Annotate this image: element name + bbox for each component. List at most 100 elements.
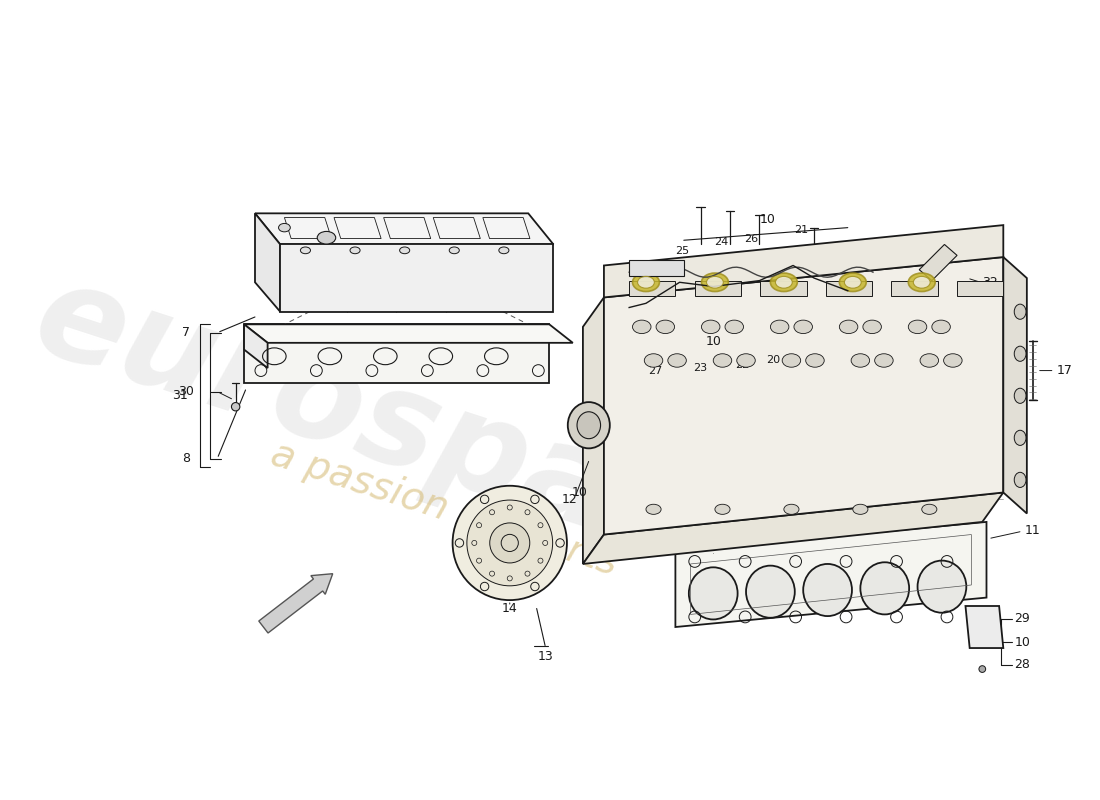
Ellipse shape xyxy=(317,231,336,244)
Ellipse shape xyxy=(874,354,893,367)
Ellipse shape xyxy=(1014,388,1026,403)
Ellipse shape xyxy=(399,247,409,254)
Ellipse shape xyxy=(632,273,659,291)
Ellipse shape xyxy=(350,247,360,254)
Polygon shape xyxy=(826,281,872,296)
Text: 31: 31 xyxy=(172,390,188,402)
Circle shape xyxy=(466,500,552,586)
Ellipse shape xyxy=(702,273,728,291)
Text: 32: 32 xyxy=(982,276,998,289)
Ellipse shape xyxy=(839,320,858,334)
Polygon shape xyxy=(255,214,280,312)
Ellipse shape xyxy=(860,562,909,614)
Ellipse shape xyxy=(852,504,868,514)
Ellipse shape xyxy=(920,354,938,367)
Polygon shape xyxy=(957,281,1003,296)
Ellipse shape xyxy=(770,273,798,291)
Ellipse shape xyxy=(1014,346,1026,362)
Polygon shape xyxy=(629,259,684,277)
Text: 20: 20 xyxy=(767,354,781,365)
Ellipse shape xyxy=(668,354,686,367)
Ellipse shape xyxy=(578,412,601,438)
Ellipse shape xyxy=(909,273,935,291)
Ellipse shape xyxy=(706,277,724,288)
Ellipse shape xyxy=(713,354,732,367)
Polygon shape xyxy=(675,522,987,627)
Polygon shape xyxy=(244,324,549,383)
Ellipse shape xyxy=(803,564,852,616)
Text: 23: 23 xyxy=(694,363,707,373)
FancyArrow shape xyxy=(258,574,332,633)
Ellipse shape xyxy=(725,320,744,334)
Text: 25: 25 xyxy=(675,246,690,256)
Ellipse shape xyxy=(932,320,950,334)
Polygon shape xyxy=(920,245,957,281)
Polygon shape xyxy=(629,281,675,296)
Ellipse shape xyxy=(845,277,861,288)
Circle shape xyxy=(452,486,566,600)
Ellipse shape xyxy=(656,320,674,334)
Text: a passion for parts: a passion for parts xyxy=(266,435,623,583)
Circle shape xyxy=(231,402,240,411)
Ellipse shape xyxy=(689,567,738,619)
Polygon shape xyxy=(244,324,573,343)
Ellipse shape xyxy=(776,277,792,288)
Ellipse shape xyxy=(702,320,721,334)
Polygon shape xyxy=(583,493,1003,564)
Text: 10: 10 xyxy=(1014,636,1030,649)
Ellipse shape xyxy=(632,320,651,334)
Text: 22: 22 xyxy=(736,360,750,370)
Ellipse shape xyxy=(770,320,789,334)
Ellipse shape xyxy=(498,247,509,254)
Ellipse shape xyxy=(909,320,927,334)
Ellipse shape xyxy=(300,247,310,254)
Polygon shape xyxy=(244,324,267,368)
Polygon shape xyxy=(760,281,806,296)
Ellipse shape xyxy=(278,223,290,232)
Ellipse shape xyxy=(715,504,730,514)
Polygon shape xyxy=(604,257,1003,534)
Ellipse shape xyxy=(784,504,799,514)
Polygon shape xyxy=(583,298,604,564)
Text: 28: 28 xyxy=(1014,658,1030,671)
Ellipse shape xyxy=(449,247,460,254)
Polygon shape xyxy=(891,281,937,296)
Ellipse shape xyxy=(638,277,654,288)
Ellipse shape xyxy=(944,354,962,367)
Text: eurospares: eurospares xyxy=(19,253,852,631)
Text: 24: 24 xyxy=(715,237,729,247)
Text: 7: 7 xyxy=(183,326,190,339)
Ellipse shape xyxy=(913,277,931,288)
Ellipse shape xyxy=(568,402,609,448)
Ellipse shape xyxy=(922,504,937,514)
Ellipse shape xyxy=(1014,430,1026,446)
Polygon shape xyxy=(966,606,1003,648)
Polygon shape xyxy=(604,225,1003,298)
Text: 30: 30 xyxy=(178,385,194,398)
Polygon shape xyxy=(280,245,553,312)
Ellipse shape xyxy=(851,354,870,367)
Ellipse shape xyxy=(805,354,824,367)
Text: 29: 29 xyxy=(1014,612,1030,625)
Text: 11: 11 xyxy=(1024,524,1041,537)
Ellipse shape xyxy=(645,354,663,367)
Text: 27: 27 xyxy=(648,366,662,375)
Text: 14: 14 xyxy=(502,602,518,615)
Polygon shape xyxy=(1003,257,1027,514)
Ellipse shape xyxy=(917,561,966,613)
Circle shape xyxy=(490,523,530,563)
Text: 10: 10 xyxy=(705,334,722,348)
Polygon shape xyxy=(695,281,741,296)
Text: 10: 10 xyxy=(760,213,775,226)
Ellipse shape xyxy=(1014,472,1026,487)
Ellipse shape xyxy=(737,354,756,367)
Polygon shape xyxy=(255,214,553,245)
Text: 10: 10 xyxy=(571,486,587,499)
Text: 21: 21 xyxy=(794,225,808,235)
Ellipse shape xyxy=(746,566,795,618)
Text: 13: 13 xyxy=(537,650,553,663)
Ellipse shape xyxy=(794,320,813,334)
Circle shape xyxy=(979,666,986,673)
Ellipse shape xyxy=(839,273,867,291)
Ellipse shape xyxy=(646,504,661,514)
